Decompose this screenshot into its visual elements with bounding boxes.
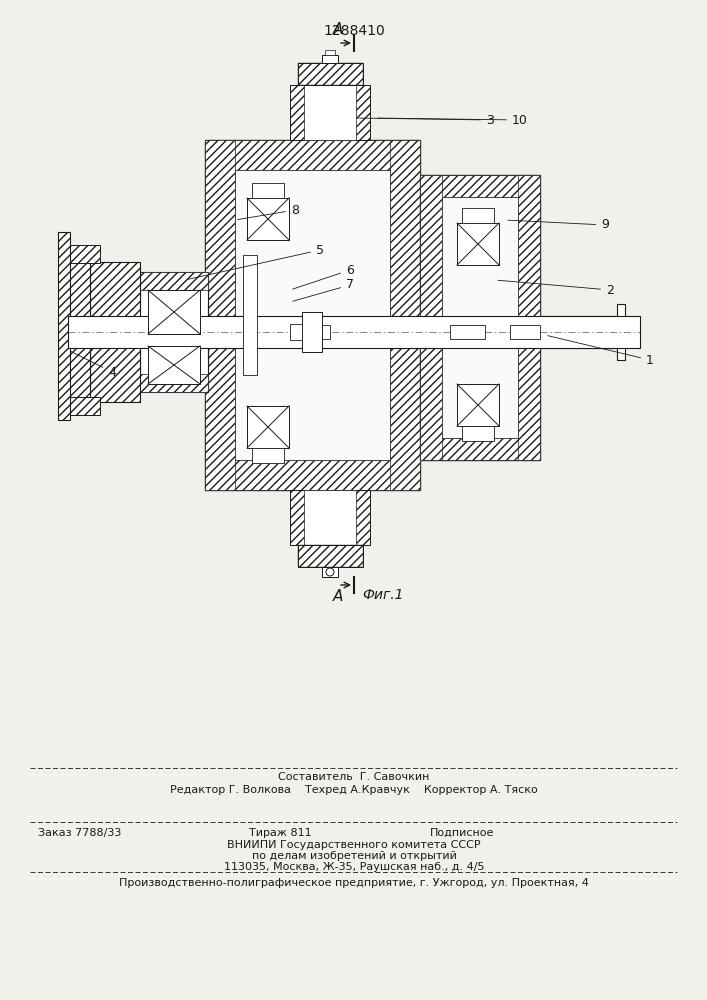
Text: Фиг.1: Фиг.1: [362, 588, 404, 602]
Bar: [290, 85, 370, 140]
Bar: [90, 262, 140, 402]
Text: A: A: [333, 589, 343, 604]
Bar: [148, 346, 200, 384]
Bar: [304, 85, 356, 140]
Text: Подписное: Подписное: [430, 828, 494, 838]
Bar: [243, 255, 257, 375]
Bar: [140, 374, 208, 392]
Bar: [247, 198, 289, 240]
Bar: [298, 63, 363, 85]
Bar: [290, 324, 302, 340]
Bar: [322, 55, 338, 63]
Text: 4: 4: [71, 351, 116, 378]
Text: 9: 9: [508, 219, 609, 232]
Bar: [450, 325, 485, 339]
Bar: [420, 175, 540, 197]
Text: 1: 1: [548, 336, 654, 366]
Bar: [205, 460, 420, 490]
Text: 113035, Москва, Ж-35, Раушская наб., д. 4/5: 113035, Москва, Ж-35, Раушская наб., д. …: [223, 862, 484, 872]
Bar: [462, 426, 494, 441]
Text: 7: 7: [293, 278, 354, 301]
Bar: [325, 50, 335, 55]
Text: 2: 2: [498, 280, 614, 296]
Bar: [457, 384, 499, 426]
Text: 10: 10: [378, 113, 528, 126]
Bar: [148, 290, 200, 334]
Text: 8: 8: [238, 204, 299, 220]
Bar: [540, 316, 625, 348]
Text: ВНИИПИ Государственного комитета СССР: ВНИИПИ Государственного комитета СССР: [227, 840, 481, 850]
Bar: [58, 232, 70, 420]
Bar: [510, 325, 540, 339]
Bar: [247, 406, 289, 448]
Bar: [252, 183, 284, 198]
Bar: [68, 316, 640, 348]
Bar: [420, 175, 540, 460]
Bar: [235, 170, 390, 460]
Text: 3: 3: [358, 113, 494, 126]
Bar: [304, 490, 356, 545]
Bar: [90, 262, 140, 402]
Bar: [300, 325, 330, 339]
Text: 5: 5: [187, 243, 324, 279]
Bar: [625, 322, 637, 342]
Bar: [390, 140, 420, 490]
Text: Производственно-полиграфическое предприятие, г. Ужгород, ул. Проектная, 4: Производственно-полиграфическое предприя…: [119, 878, 589, 888]
Bar: [205, 140, 420, 170]
Bar: [205, 140, 235, 490]
Bar: [322, 567, 338, 577]
Bar: [150, 332, 198, 344]
Bar: [302, 312, 322, 352]
Bar: [298, 545, 363, 567]
Bar: [140, 272, 208, 392]
Bar: [58, 245, 100, 263]
Text: Заказ 7788/33: Заказ 7788/33: [38, 828, 122, 838]
Bar: [205, 140, 420, 490]
Bar: [617, 304, 625, 360]
Bar: [442, 197, 518, 438]
Text: Редактор Г. Волкова    Техред А.Кравчук    Корректор А. Тяско: Редактор Г. Волкова Техред А.Кравчук Кор…: [170, 785, 538, 795]
Bar: [457, 223, 499, 265]
Text: A: A: [333, 22, 343, 37]
Text: по делам изобретений и открытий: по делам изобретений и открытий: [252, 851, 457, 861]
Bar: [298, 63, 363, 85]
Text: 1288410: 1288410: [323, 24, 385, 38]
Bar: [252, 448, 284, 463]
Bar: [420, 438, 540, 460]
Bar: [290, 490, 370, 545]
Text: 6: 6: [293, 263, 354, 289]
Text: Составитель  Г. Савочкин: Составитель Г. Савочкин: [279, 772, 430, 782]
Circle shape: [326, 568, 334, 576]
Text: Тираж 811: Тираж 811: [249, 828, 311, 838]
Bar: [420, 175, 442, 460]
Bar: [298, 545, 363, 567]
Bar: [462, 208, 494, 223]
Bar: [68, 250, 90, 410]
Bar: [58, 397, 100, 415]
Bar: [140, 272, 208, 290]
Bar: [518, 175, 540, 460]
